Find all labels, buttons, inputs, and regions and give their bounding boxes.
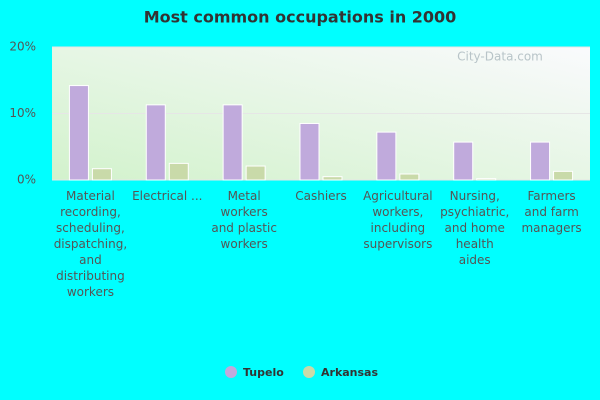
x-tick-label: Farmers and farm managers [521, 189, 581, 235]
bar [145, 104, 166, 181]
bar [68, 85, 89, 181]
bar [399, 173, 420, 181]
bar [453, 141, 474, 181]
x-tick-label-line: scheduling, [56, 221, 125, 235]
x-tick-label-line: and plastic [211, 221, 277, 235]
x-tick-label-line: workers [67, 285, 114, 299]
x-tick-label-line: including [371, 221, 426, 235]
x-tick-label-line: recording, [60, 205, 121, 219]
y-tick-label: 20% [9, 40, 36, 54]
chart-title: Most common occupations in 2000 [144, 8, 457, 27]
watermark: City-Data.com [457, 50, 543, 64]
x-tick-label: Metal workers and plastic workers [211, 189, 277, 251]
x-tick-label-line: Electrical ... [132, 189, 202, 203]
bar [168, 162, 189, 181]
legend-swatch [225, 366, 237, 378]
x-tick-label-line: health [456, 237, 494, 251]
bar [476, 178, 497, 181]
x-tick-label: Agricultural workers, including supervisors [363, 189, 433, 251]
legend-swatch [303, 366, 315, 378]
x-tick-label: Electrical ... [132, 189, 202, 203]
bar [299, 122, 320, 181]
bar [91, 168, 112, 181]
bar [530, 141, 551, 181]
x-tick-label-line: Metal [228, 189, 261, 203]
bar [553, 170, 574, 181]
x-tick-label-line: dispatching, [54, 237, 127, 251]
x-tick-label-line: workers, [372, 205, 423, 219]
x-tick-label: Nursing, psychiatric, and home health aides [440, 189, 509, 267]
x-tick-label-line: distributing [56, 269, 125, 283]
x-tick-label-line: aides [459, 253, 491, 267]
x-tick-label-line: and farm [524, 205, 578, 219]
bar [222, 104, 243, 181]
x-tick-label-line: managers [521, 221, 581, 235]
y-tick-label: 0% [17, 173, 36, 187]
x-tick-label-line: psychiatric, [440, 205, 509, 219]
x-tick-label-line: workers [221, 205, 268, 219]
bar [245, 165, 266, 181]
x-tick-label-line: workers [221, 237, 268, 251]
x-tick-label: Material recording, scheduling, dispatching… [54, 189, 127, 299]
x-tick-label-line: Agricultural [363, 189, 433, 203]
x-tick-label-line: and [79, 253, 102, 267]
legend-label: Arkansas [321, 366, 378, 379]
x-tick-label-line: Nursing, [450, 189, 500, 203]
legend-label: Tupelo [243, 366, 284, 379]
x-tick-label-line: and home [445, 221, 505, 235]
x-tick-label-line: supervisors [363, 237, 432, 251]
bar [376, 131, 397, 181]
y-tick-label: 10% [9, 106, 36, 120]
x-tick-label-line: Material [66, 189, 115, 203]
x-tick-label-line: Farmers [528, 189, 576, 203]
x-tick-label-line: Cashiers [295, 189, 347, 203]
x-tick-label: Cashiers [295, 189, 347, 203]
bar [322, 176, 343, 181]
